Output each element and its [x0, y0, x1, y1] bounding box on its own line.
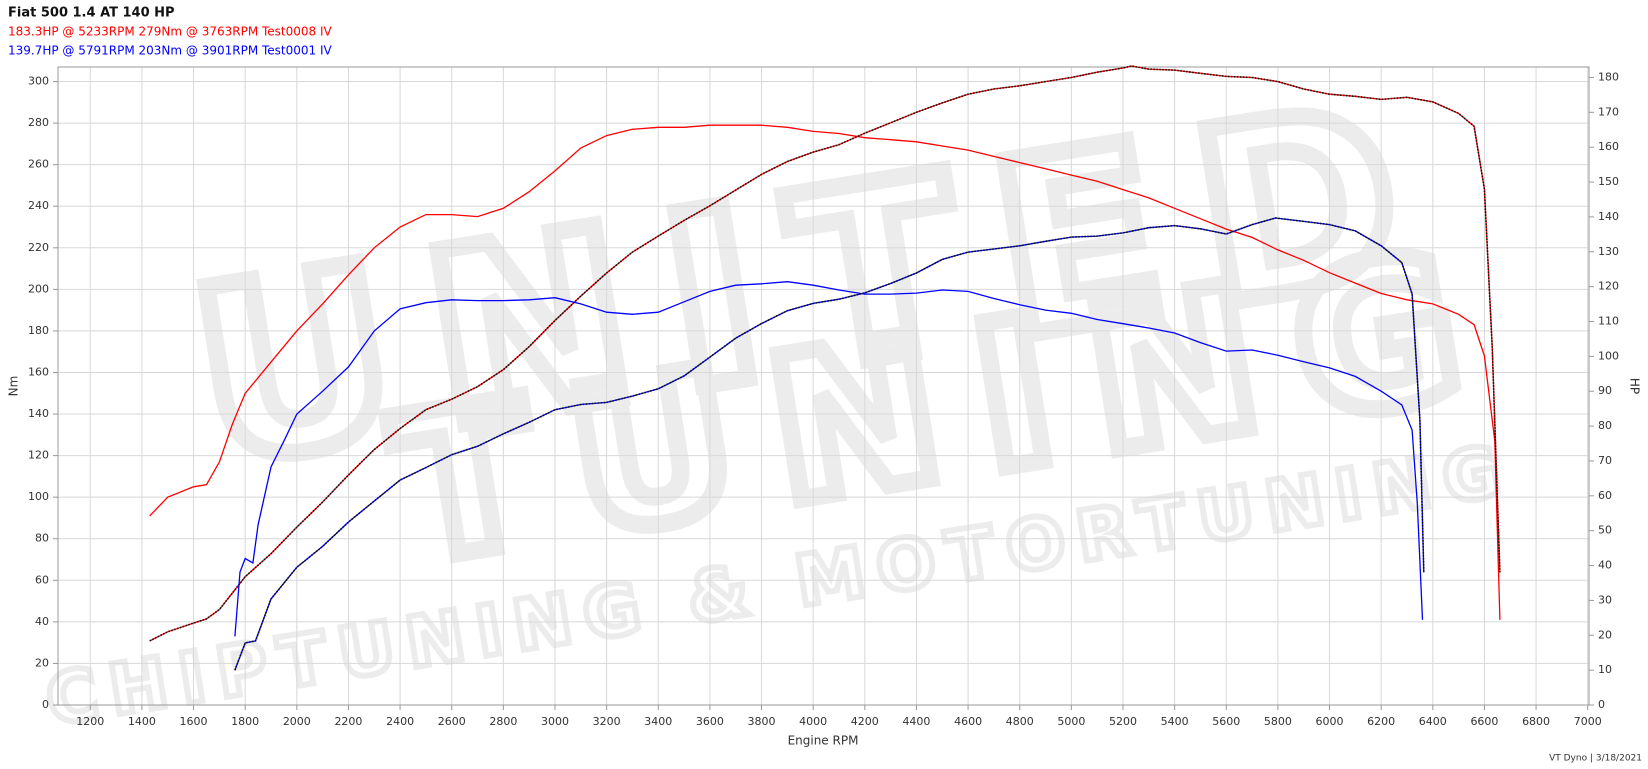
y2-tick-label: 70 — [1598, 454, 1612, 467]
y-tick-label: 40 — [35, 615, 49, 628]
x-tick-label: 1400 — [128, 715, 156, 728]
y-tick-label: 20 — [35, 656, 49, 669]
legend-entry: 139.7HP @ 5791RPM 203Nm @ 3901RPM Test00… — [8, 44, 333, 58]
x-tick-label: 2000 — [283, 715, 311, 728]
x-tick-label: 4400 — [902, 715, 930, 728]
y-tick-label: 160 — [28, 365, 49, 378]
series-line-dots — [234, 217, 1425, 671]
y2-tick-label: 180 — [1598, 70, 1619, 83]
x-tick-label: 6600 — [1470, 715, 1498, 728]
y2-axis-label: HP — [1628, 378, 1642, 394]
y2-tick-label: 30 — [1598, 593, 1612, 606]
y2-tick-label: 170 — [1598, 105, 1619, 118]
x-tick-label: 6400 — [1419, 715, 1447, 728]
y2-tick-label: 60 — [1598, 489, 1612, 502]
x-tick-label: 3800 — [748, 715, 776, 728]
y-tick-label: 200 — [28, 282, 49, 295]
x-tick-label: 1200 — [76, 715, 104, 728]
y-tick-label: 180 — [28, 324, 49, 337]
y2-tick-label: 80 — [1598, 419, 1612, 432]
y-tick-label: 80 — [35, 532, 49, 545]
y2-tick-label: 100 — [1598, 349, 1619, 362]
x-tick-label: 6800 — [1522, 715, 1550, 728]
x-tick-label: 6000 — [1316, 715, 1344, 728]
series-line — [149, 124, 1501, 620]
x-axis-label: Engine RPM — [788, 734, 859, 748]
x-tick-label: 4200 — [851, 715, 879, 728]
y2-tick-label: 90 — [1598, 384, 1612, 397]
x-tick-label: 1600 — [180, 715, 208, 728]
legend-entry: 183.3HP @ 5233RPM 279Nm @ 3763RPM Test00… — [8, 25, 333, 39]
x-tick-label: 3200 — [593, 715, 621, 728]
y-tick-label: 100 — [28, 490, 49, 503]
x-tick-label: 2800 — [489, 715, 517, 728]
footer: VT Dyno | 3/18/2021 — [1549, 754, 1642, 764]
y2-tick-label: 10 — [1598, 663, 1612, 676]
x-tick-label: 2400 — [386, 715, 414, 728]
y2-tick-label: 40 — [1598, 559, 1612, 572]
x-tick-label: 4600 — [954, 715, 982, 728]
y-tick-label: 140 — [28, 407, 49, 420]
chart-title: Fiat 500 1.4 AT 140 HP — [8, 6, 175, 21]
y-tick-label: 60 — [35, 573, 49, 586]
plot-frame — [57, 66, 1590, 706]
x-tick-label: 7000 — [1574, 715, 1602, 728]
x-tick-label: 3000 — [541, 715, 569, 728]
y-tick-label: 300 — [28, 75, 49, 88]
x-tick-label: 4800 — [1006, 715, 1034, 728]
y2-tick-label: 0 — [1598, 698, 1605, 711]
x-tick-label: 6200 — [1367, 715, 1395, 728]
x-tick-label: 3400 — [644, 715, 672, 728]
x-tick-label: 2600 — [438, 715, 466, 728]
y-tick-label: 280 — [28, 116, 49, 129]
x-tick-label: 5800 — [1264, 715, 1292, 728]
x-tick-label: 2200 — [334, 715, 362, 728]
x-tick-label: 5200 — [1109, 715, 1137, 728]
x-tick-label: 1800 — [231, 715, 259, 728]
y2-tick-label: 50 — [1598, 524, 1612, 537]
y2-tick-label: 140 — [1598, 210, 1619, 223]
y-tick-label: 120 — [28, 449, 49, 462]
series-line — [234, 281, 1424, 637]
series-line-dots — [149, 65, 1501, 642]
y-tick-label: 260 — [28, 158, 49, 171]
x-tick-label: 3600 — [696, 715, 724, 728]
y-tick-label: 0 — [42, 698, 49, 711]
x-tick-label: 5600 — [1212, 715, 1240, 728]
x-tick-label: 4000 — [799, 715, 827, 728]
x-tick-label: 5000 — [1057, 715, 1085, 728]
x-tick-label: 5400 — [1161, 715, 1189, 728]
y2-tick-label: 130 — [1598, 245, 1619, 258]
y2-tick-label: 160 — [1598, 140, 1619, 153]
y-tick-label: 220 — [28, 241, 49, 254]
y2-tick-label: 150 — [1598, 175, 1619, 188]
y-tick-label: 240 — [28, 199, 49, 212]
y-axis-label: Nm — [7, 376, 21, 397]
y2-tick-label: 110 — [1598, 315, 1619, 328]
y2-tick-label: 20 — [1598, 628, 1612, 641]
y2-tick-label: 120 — [1598, 280, 1619, 293]
